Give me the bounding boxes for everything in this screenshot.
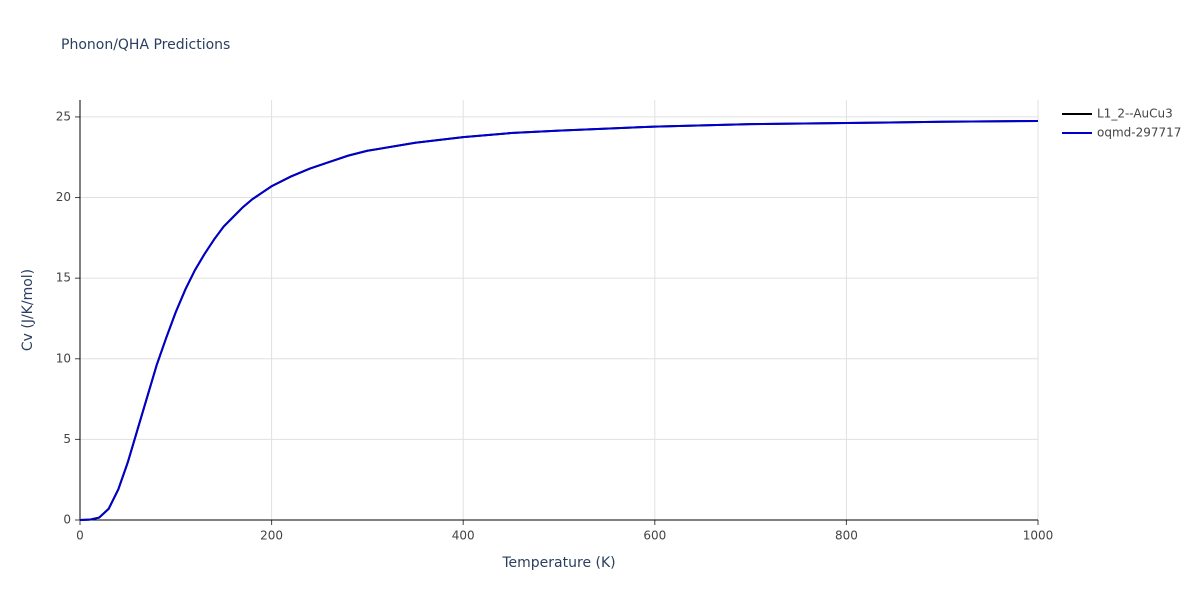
- y-tick-label: 0: [63, 513, 71, 527]
- x-tick-label: 400: [452, 529, 475, 543]
- chart-title: Phonon/QHA Predictions: [61, 37, 230, 53]
- x-tick-label: 200: [260, 529, 283, 543]
- y-tick-label: 20: [56, 190, 71, 204]
- y-tick-label: 10: [56, 351, 71, 365]
- legend-label: oqmd-297717: [1097, 126, 1181, 140]
- y-tick-label: 25: [56, 109, 71, 123]
- y-axis-label: Cv (J/K/mol): [20, 269, 36, 351]
- x-tick-label: 800: [835, 529, 858, 543]
- x-axis-label: Temperature (K): [501, 555, 615, 571]
- series-line: [79, 119, 1039, 521]
- x-tick-label: 1000: [1023, 529, 1054, 543]
- series-line: [79, 119, 1039, 521]
- x-tick-label: 600: [643, 529, 666, 543]
- y-tick-label: 5: [63, 432, 71, 446]
- y-tick-label: 15: [56, 271, 71, 285]
- legend-label: L1_2--AuCu3: [1097, 107, 1173, 121]
- x-tick-label: 0: [76, 529, 84, 543]
